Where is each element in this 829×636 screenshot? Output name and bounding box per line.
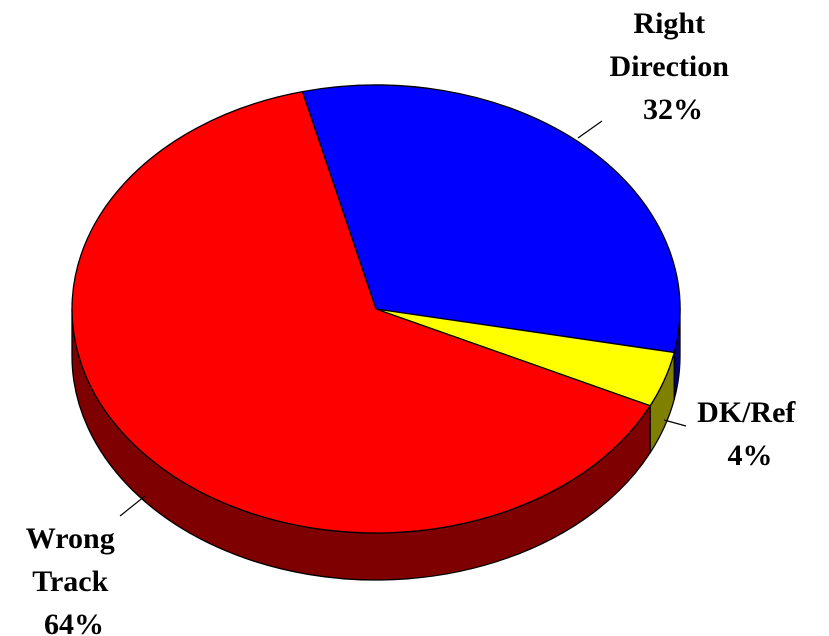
label-wrong-track-line1: Wrong [26, 522, 115, 555]
label-right-direction-value: 32% [643, 93, 703, 126]
label-right-direction: Right Direction 32% [610, 7, 737, 126]
label-wrong-track-line2: Track [32, 565, 108, 598]
pie-slice-right-direction [301, 84, 681, 354]
label-right-direction-line2: Direction [610, 50, 730, 83]
label-right-direction-line1: Right [633, 7, 705, 40]
leader-line-right-direction [577, 120, 603, 139]
label-dk-ref-line1: DK/Ref [697, 396, 796, 429]
label-wrong-track: Wrong Track 64% [26, 522, 122, 636]
label-dk-ref-value: 4% [728, 439, 773, 472]
label-dk-ref: DK/Ref 4% [697, 396, 803, 472]
leader-lines [119, 120, 687, 517]
pie-slice-wrong-track [71, 91, 651, 534]
pie-tops [71, 84, 681, 534]
leader-line-dk-ref [663, 419, 687, 427]
label-wrong-track-value: 64% [44, 608, 104, 636]
leader-line-wrong-track [119, 495, 146, 517]
